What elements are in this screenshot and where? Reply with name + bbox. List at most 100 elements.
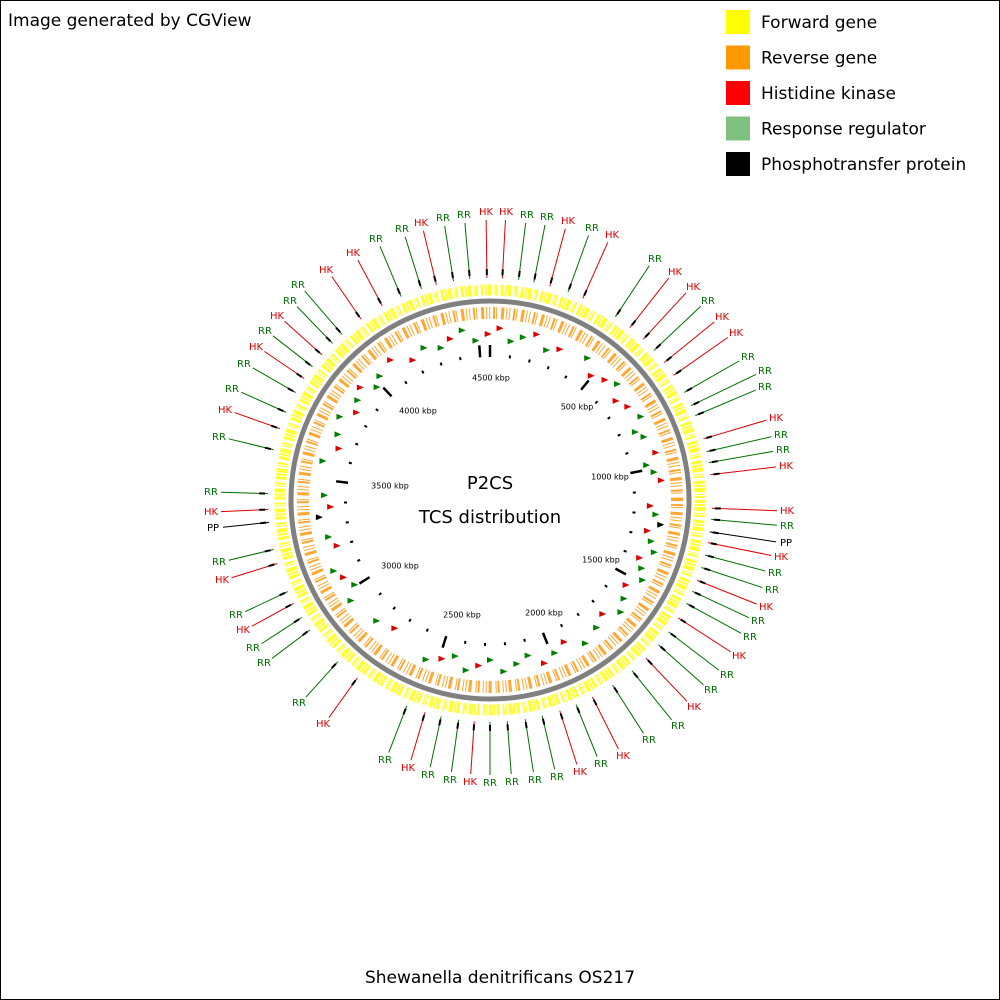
tcs-label: HK — [616, 751, 631, 762]
tcs-marker — [638, 565, 646, 572]
leader-line — [696, 579, 757, 605]
tcs-dash — [549, 277, 554, 284]
tick-mark — [458, 356, 462, 361]
leader-line — [575, 704, 598, 757]
tcs-label: HK — [780, 506, 795, 517]
tcs-label: RR — [505, 777, 519, 788]
tick-mark — [629, 530, 633, 534]
tcs-label: RR — [378, 755, 392, 766]
tcs-label: HK — [573, 767, 588, 778]
tcs-marker — [387, 356, 395, 363]
tcs-marker — [472, 337, 480, 344]
tick-label: 1000 kbp — [591, 473, 629, 482]
tick-mark — [541, 632, 549, 645]
tcs-marker — [593, 624, 601, 631]
header-text: Image generated by CGView — [8, 11, 252, 31]
leader-line — [686, 603, 742, 634]
tcs-dash — [576, 707, 581, 714]
tcs-dash — [277, 407, 284, 412]
leader-line — [549, 228, 566, 287]
tcs-label: HK — [668, 267, 683, 278]
tcs-label: RR — [720, 670, 734, 681]
tcs-marker — [420, 344, 428, 351]
tcs-marker — [458, 327, 466, 334]
tcs-marker — [507, 338, 515, 345]
tcs-label: HK — [732, 651, 747, 662]
tcs-marker — [409, 357, 417, 364]
tcs-marker — [353, 409, 361, 416]
tcs-marker — [321, 492, 329, 499]
tcs-label: RR — [257, 658, 271, 669]
tick-mark — [594, 400, 599, 405]
tick-mark — [356, 558, 361, 562]
tcs-label: RR — [758, 366, 772, 377]
legend-swatch — [726, 116, 750, 141]
tcs-dash — [633, 672, 639, 679]
tcs-label: RR — [291, 280, 305, 291]
legend-swatch — [726, 45, 750, 70]
leader-line — [422, 230, 437, 285]
tcs-label: RR — [648, 254, 662, 265]
tcs-marker — [330, 567, 338, 574]
tick-mark — [425, 628, 429, 632]
tcs-label: RR — [258, 326, 272, 337]
leader-line — [567, 235, 589, 293]
tcs-dash — [704, 567, 711, 572]
tcs-marker — [622, 581, 630, 588]
tick-mark — [604, 584, 608, 588]
tick-mark — [382, 386, 393, 398]
tcs-label: RR — [212, 432, 226, 443]
tcs-dash — [559, 713, 564, 720]
tick-mark — [349, 540, 354, 544]
tcs-dash — [314, 348, 321, 354]
tcs-marker — [513, 660, 521, 667]
leader-line — [629, 277, 670, 328]
tcs-label: RR — [229, 610, 243, 621]
tcs-dash — [468, 269, 471, 277]
tcs-marker — [462, 667, 470, 674]
tcs-dash — [666, 356, 672, 362]
tcs-marker — [484, 331, 492, 338]
leader-line — [692, 590, 750, 619]
tcs-label: HK — [769, 413, 784, 424]
tcs-marker — [631, 429, 639, 436]
tcs-dash — [279, 591, 286, 597]
leader-line — [658, 644, 704, 686]
tick-label: 4500 kbp — [472, 374, 510, 383]
leader-line — [645, 657, 688, 702]
tcs-label: RR — [550, 772, 564, 783]
tcs-marker — [391, 625, 399, 632]
tcs-dash — [335, 327, 341, 333]
footer-title: Shewanella denitrificans OS217 — [365, 968, 635, 988]
legend-label: Forward gene — [761, 13, 877, 33]
tcs-dash — [296, 372, 303, 378]
tick-mark — [523, 638, 526, 642]
tcs-label: RR — [780, 521, 794, 532]
tick-mark — [580, 379, 590, 391]
tick-mark — [559, 623, 564, 628]
center-subtitle: TCS distribution — [418, 507, 561, 528]
tick-mark — [348, 461, 353, 465]
tcs-marker — [340, 574, 348, 581]
tcs-label: HK — [759, 602, 774, 613]
tcs-label: HK — [215, 575, 230, 586]
tick-mark — [392, 606, 396, 610]
tick-mark — [404, 380, 408, 385]
tick-label: 2000 kbp — [525, 609, 563, 618]
tcs-label: RR — [369, 234, 383, 245]
tcs-dash — [713, 472, 720, 476]
tcs-marker — [551, 650, 559, 657]
tcs-label: HK — [463, 777, 478, 788]
tcs-label: RR — [758, 382, 772, 393]
legend-label: Reverse gene — [761, 49, 877, 69]
backbone — [288, 298, 692, 702]
leader-line — [711, 518, 778, 526]
tcs-marker — [347, 597, 355, 604]
leader-line — [404, 236, 422, 290]
tcs-label: HK — [779, 461, 794, 472]
tcs-label: RR — [774, 430, 788, 441]
tcs-dash — [655, 343, 662, 350]
tcs-dash — [592, 699, 598, 706]
tcs-dash — [260, 521, 267, 525]
